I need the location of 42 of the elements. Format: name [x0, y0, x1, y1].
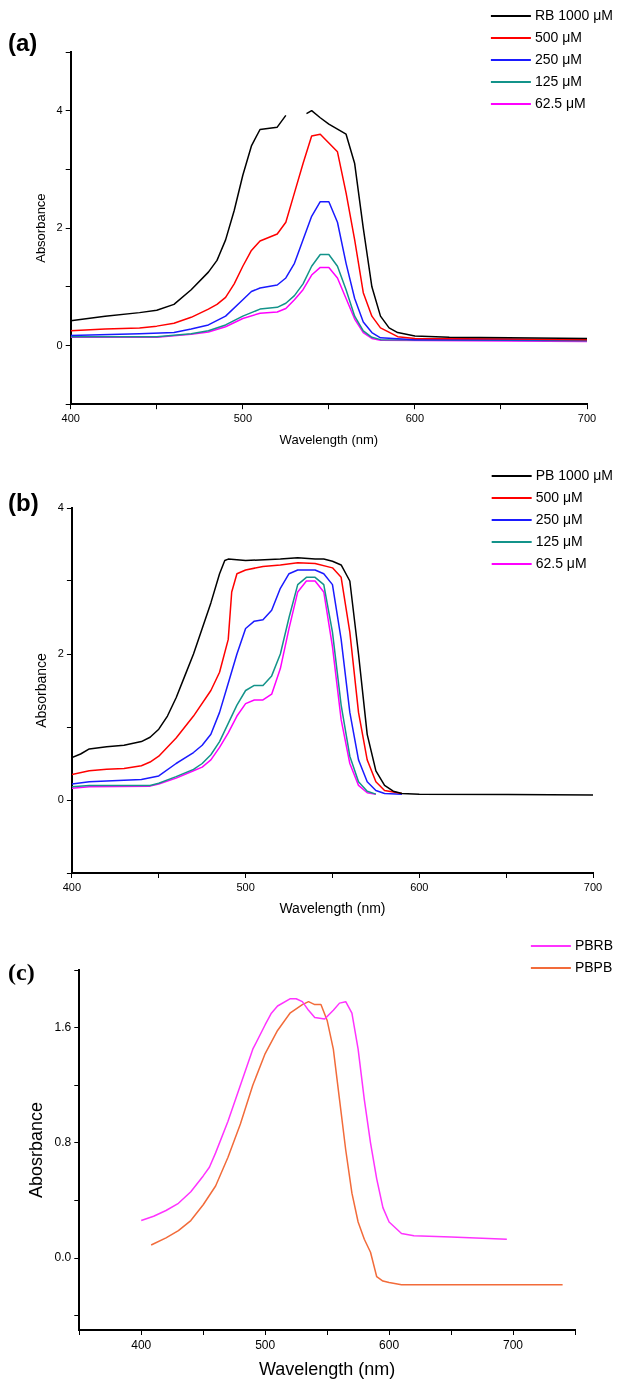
- y-tick-label: 0: [57, 793, 64, 806]
- x-tick-label: 500: [233, 411, 252, 424]
- legend-label: 250 μM: [535, 510, 583, 527]
- legend-label: 250 μM: [534, 50, 582, 67]
- x-tick-label: 600: [410, 880, 429, 893]
- legend-label: 500 μM: [534, 28, 582, 45]
- x-tick-label: 700: [583, 880, 603, 893]
- y-axis-title: Absorbance: [33, 193, 49, 263]
- x-axis-title: Wavelength (nm): [279, 900, 386, 917]
- y-tick-label: 4: [56, 103, 63, 116]
- y-tick-label: 1.6: [54, 1019, 72, 1034]
- legend-label: PBPB: [574, 958, 613, 975]
- y-tick-label: 0: [56, 338, 63, 351]
- x-axis-title: Wavelength (nm): [258, 1359, 396, 1380]
- x-tick-label: 600: [405, 411, 425, 424]
- y-tick-label: 0.8: [54, 1135, 72, 1150]
- legend-label: PBRB: [574, 936, 613, 953]
- legend-label: 62.5 μM: [535, 554, 587, 571]
- x-tick-label: 400: [61, 411, 80, 424]
- chart-title: (c): [8, 959, 35, 986]
- x-tick-label: 700: [577, 411, 597, 424]
- legend-label: 62.5 μM: [534, 94, 586, 111]
- x-tick-label: 500: [255, 1337, 276, 1352]
- legend-label: 500 μM: [535, 488, 583, 505]
- legend-label: 125 μM: [534, 72, 582, 89]
- chart-title: (b): [8, 488, 39, 516]
- x-tick-label: 600: [379, 1337, 400, 1352]
- y-axis-title: Abosrbance: [25, 1101, 46, 1199]
- legend-label: PB 1000 μM: [535, 466, 613, 483]
- legend-label: 125 μM: [535, 532, 583, 549]
- y-tick-label: 0.0: [54, 1250, 72, 1265]
- y-axis-title: Absorbance: [33, 652, 50, 728]
- chart-title: (a): [8, 28, 38, 56]
- x-tick-label: 700: [503, 1337, 524, 1352]
- legend-label: RB 1000 μM: [534, 6, 614, 23]
- y-tick-label: 4: [57, 501, 64, 514]
- x-tick-label: 400: [131, 1337, 152, 1352]
- x-tick-label: 400: [62, 880, 82, 893]
- x-axis-title: Wavelength (nm): [279, 431, 379, 447]
- y-tick-label: 2: [57, 647, 64, 660]
- y-tick-label: 2: [56, 221, 63, 234]
- x-tick-label: 500: [236, 880, 255, 893]
